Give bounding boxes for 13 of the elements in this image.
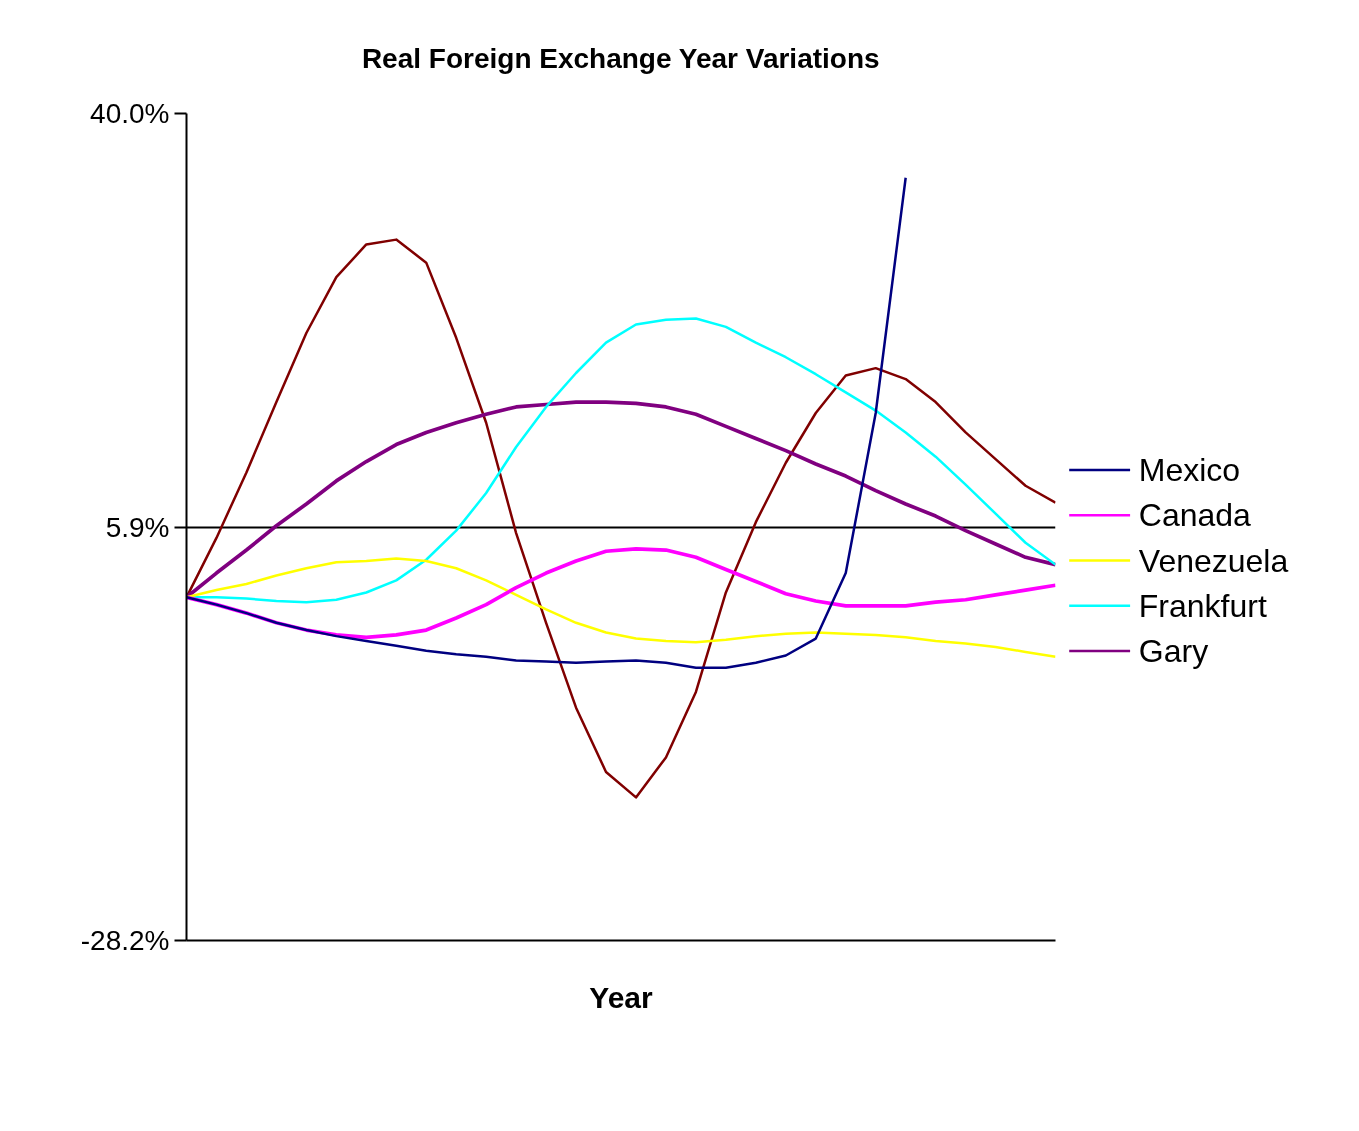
y-tick-label: 40.0% — [90, 98, 170, 129]
legend-label: Mexico — [1138, 452, 1241, 489]
legend-label: Venezuela — [1138, 542, 1289, 579]
x-axis-title: Year — [589, 980, 654, 1014]
legend-label: Gary — [1138, 633, 1209, 670]
line-series — [186, 238, 1056, 799]
legend-label: Frankfurt — [1138, 587, 1267, 624]
y-tick-label: 5.9% — [105, 511, 170, 543]
y-tick-label: -28.2% — [80, 925, 170, 956]
chart-title: Real Foreign Exchange Year Variations — [361, 42, 880, 74]
line-series — [186, 176, 907, 669]
legend-label: Canada — [1138, 497, 1252, 534]
line-series — [186, 557, 1056, 658]
